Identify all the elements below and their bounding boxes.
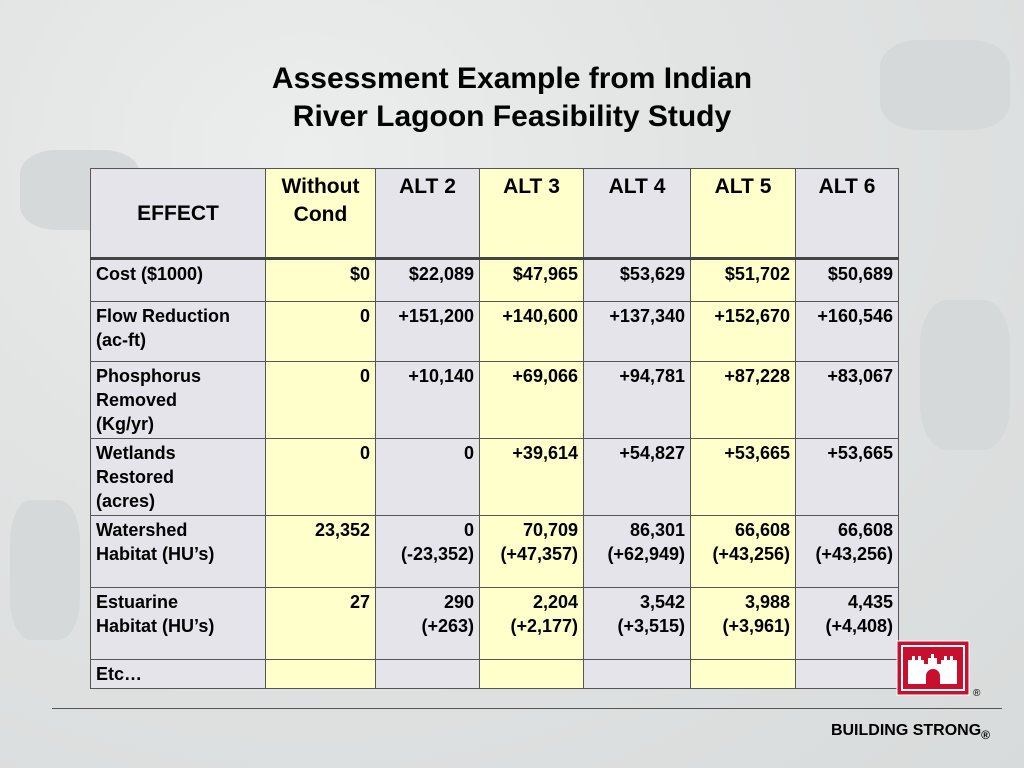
value-cell: 66,608 (+43,256)	[795, 515, 899, 588]
value-cell	[690, 659, 796, 689]
logo	[896, 640, 970, 696]
value-cell: +39,614	[479, 438, 584, 516]
value-cell: $0	[265, 258, 376, 302]
header-cell: EFFECT	[90, 168, 266, 259]
table-row: Cost ($1000) $0 $22,089 $47,965 $53,629 $51,7…	[90, 258, 899, 302]
header-cell: ALT 5	[690, 168, 796, 259]
table-row: Estuarine Habitat (HU’s) 27 290 (+263) 2,20…	[90, 587, 899, 660]
value-cell	[583, 659, 691, 689]
row-label: Flow Reduction (ac-ft)	[90, 301, 266, 362]
camo	[920, 300, 1010, 450]
footer-registered: ®	[981, 728, 990, 743]
row-label: Etc…	[90, 659, 266, 689]
slide-title: Assessment Example from Indian River Lago…	[0, 60, 1024, 136]
value-cell: +53,665	[690, 438, 796, 516]
camo	[10, 500, 80, 640]
value-cell: $47,965	[479, 258, 584, 302]
title-line: Assessment Example from Indian	[271, 62, 753, 95]
title-line: River Lagoon Feasibility Study	[292, 100, 732, 133]
value-cell: +54,827	[583, 438, 691, 516]
camo	[880, 40, 1010, 130]
value-cell: +94,781	[583, 361, 691, 439]
value-cell: 2,204 (+2,177)	[479, 587, 584, 660]
value-cell: +87,228	[690, 361, 796, 439]
value-cell: 3,988 (+3,961)	[690, 587, 796, 660]
value-cell: 3,542 (+3,515)	[583, 587, 691, 660]
value-cell	[795, 659, 899, 689]
table-row: Wetlands Restored (acres) 0 0 +39,614 +54,82…	[90, 438, 899, 516]
value-cell: 290 (+263)	[375, 587, 480, 660]
value-cell: 0 (-23,352)	[375, 515, 480, 588]
row-label: Cost ($1000)	[90, 258, 266, 302]
value-cell: 86,301 (+62,949)	[583, 515, 691, 588]
value-cell: $22,089	[375, 258, 480, 302]
value-cell: 27	[265, 587, 376, 660]
row-label: Phosphorus Removed (Kg/yr)	[90, 361, 266, 439]
value-cell: 4,435 (+4,408)	[795, 587, 899, 660]
value-cell: +83,067	[795, 361, 899, 439]
row-label: Watershed Habitat (HU’s)	[90, 515, 266, 588]
header-cell: ALT 2	[375, 168, 480, 259]
value-cell: 0	[265, 301, 376, 362]
row-label: Estuarine Habitat (HU’s)	[90, 587, 266, 660]
value-cell: +10,140	[375, 361, 480, 439]
value-cell	[375, 659, 480, 689]
footer: BUILDING STRONG®	[831, 722, 990, 742]
value-cell: +140,600	[479, 301, 584, 362]
table-row: Watershed Habitat (HU’s) 23,352 0 (-23,352…	[90, 515, 899, 588]
value-cell: $51,702	[690, 258, 796, 302]
value-cell: +137,340	[583, 301, 691, 362]
value-cell: $50,689	[795, 258, 899, 302]
header-cell: ALT 6	[795, 168, 899, 259]
header-cell: ALT 4	[583, 168, 691, 259]
value-cell: 0	[265, 438, 376, 516]
footer-text: BUILDING STRONG	[830, 722, 982, 739]
value-cell: +69,066	[479, 361, 584, 439]
value-cell: +53,665	[795, 438, 899, 516]
value-cell: 66,608 (+43,256)	[690, 515, 796, 588]
value-cell: 23,352	[265, 515, 376, 588]
logo-registered: ®	[973, 688, 981, 699]
header-cell: ALT 3	[479, 168, 584, 259]
value-cell	[265, 659, 376, 689]
value-cell	[479, 659, 584, 689]
value-cell: +160,546	[795, 301, 899, 362]
table-row: Etc…	[90, 659, 899, 689]
footer-rule	[52, 708, 1002, 709]
value-cell: +151,200	[375, 301, 480, 362]
table-row: Phosphorus Removed (Kg/yr) 0 +10,140 +69,06…	[90, 361, 899, 439]
value-cell: $53,629	[583, 258, 691, 302]
table-row: Flow Reduction (ac-ft) 0 +151,200 +140,600 +…	[90, 301, 899, 362]
row-label: Wetlands Restored (acres)	[90, 438, 266, 516]
value-cell: 70,709 (+47,357)	[479, 515, 584, 588]
assessment-table: EFFECT Without Cond ALT 2 ALT 3 ALT 4 ALT 5 AL…	[90, 168, 899, 689]
value-cell: 0	[265, 361, 376, 439]
value-cell: 0	[375, 438, 480, 516]
value-cell: +152,670	[690, 301, 796, 362]
header-row: EFFECT Without Cond ALT 2 ALT 3 ALT 4 ALT 5 AL…	[90, 168, 899, 259]
header-cell: Without Cond	[265, 168, 376, 259]
